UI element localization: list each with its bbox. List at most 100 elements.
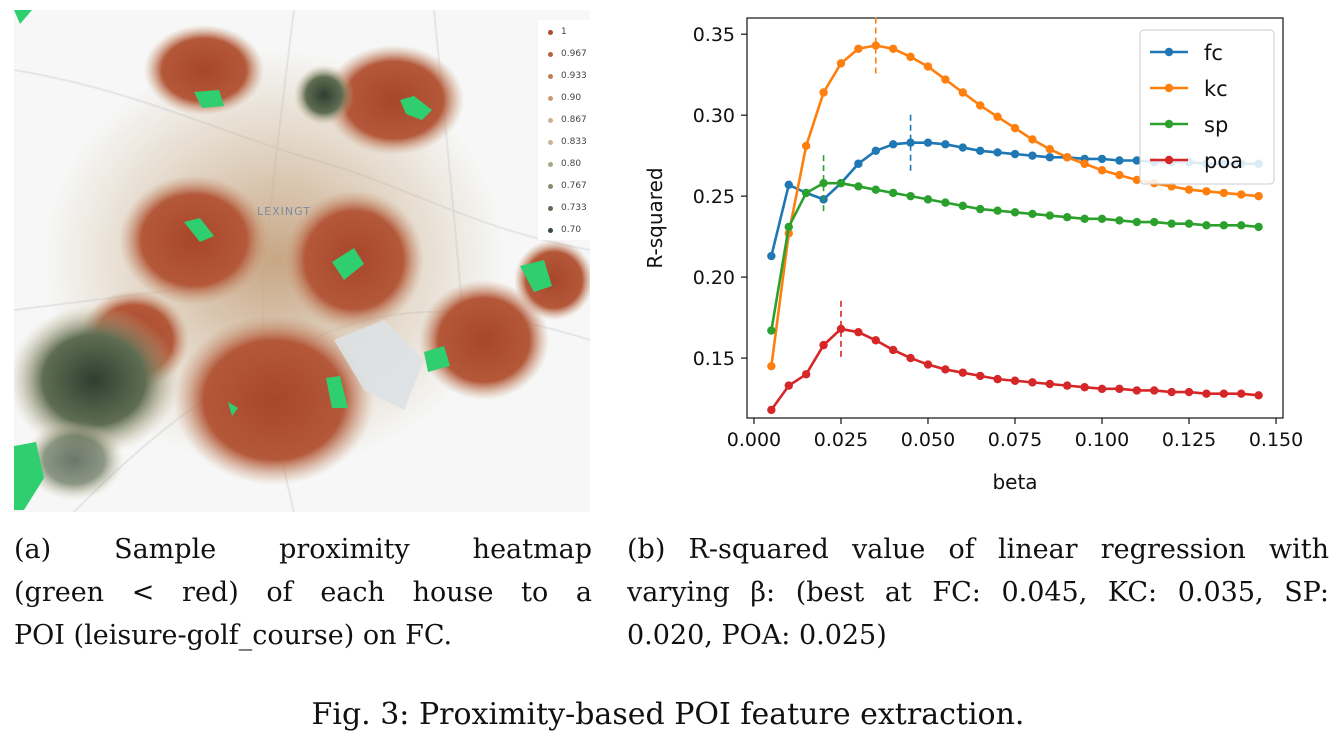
data-point-poa [1237, 389, 1246, 398]
x-tick-label: 0.100 [1075, 429, 1129, 451]
legend-label: 0.90 [561, 93, 582, 103]
series-kc [767, 17, 1263, 371]
legend-entry: 0.933 [538, 69, 587, 83]
y-tick-label: 0.20 [693, 267, 735, 289]
legend-dot-icon [548, 205, 553, 211]
series-line-sp [770, 181, 1259, 331]
data-point-kc [1097, 166, 1107, 175]
legend-label-fc: fc [1204, 41, 1223, 65]
data-point-sp [1080, 214, 1089, 224]
legend-label: 0.933 [561, 71, 587, 81]
legend-entry: 0.967 [538, 47, 587, 61]
data-point-poa [975, 371, 985, 381]
legend-marker-kc [1164, 83, 1174, 93]
legend-label: 0.967 [561, 49, 587, 59]
data-point-sp [801, 188, 811, 198]
data-point-poa [888, 345, 898, 355]
chart-axes: 0.000 0.025 0.050 0.075 0.100 0.125 0.150 0.15 0… [643, 17, 1303, 494]
data-point-kc [1132, 175, 1142, 185]
data-point-sp [941, 198, 950, 207]
urban-core [334, 320, 424, 410]
data-point-sp [1010, 208, 1020, 217]
data-point-fc [871, 146, 880, 155]
legend-entry: 1 [538, 25, 567, 39]
legend-entry: 0.767 [538, 179, 587, 193]
data-point-kc [871, 41, 880, 50]
legend-marker-fc [1164, 47, 1174, 57]
caption-b-line-2: varying β: (best at FC: 0.045, KC: 0.035… [627, 577, 1329, 608]
data-point-fc [1028, 151, 1037, 160]
data-point-poa [819, 340, 828, 350]
data-point-poa [1063, 381, 1072, 390]
data-point-fc [941, 140, 950, 149]
x-axis-label: beta [992, 470, 1037, 494]
data-point-kc [767, 361, 776, 371]
data-point-poa [1097, 384, 1107, 394]
caption-a-line-2: (green < red) of each house to a [14, 577, 592, 608]
legend-dot-icon [548, 29, 553, 35]
series-line-poa [770, 327, 1259, 411]
data-point-poa [1028, 378, 1037, 387]
x-tick-label: 0.125 [1162, 429, 1216, 451]
legend-box [1139, 29, 1275, 185]
data-point-kc [836, 59, 846, 68]
data-point-kc [1063, 153, 1072, 162]
data-point-fc [854, 159, 863, 168]
legend-label: 0.767 [561, 181, 587, 191]
data-point-kc [906, 52, 915, 62]
legend-label: 1 [561, 27, 567, 37]
data-point-kc [1115, 170, 1124, 180]
data-point-kc [801, 141, 811, 151]
legend-dot-icon [548, 161, 553, 167]
data-point-fc [1045, 153, 1055, 162]
data-point-poa [941, 365, 950, 374]
data-point-sp [1219, 221, 1229, 230]
data-point-poa [854, 327, 863, 337]
figure-caption: Fig. 3: Proximity-based POI feature extr… [311, 697, 1025, 732]
legend-dot-icon [548, 183, 553, 189]
y-tick-label: 0.30 [693, 105, 735, 127]
data-point-sp [1028, 209, 1037, 219]
r-squared-line-chart: 0.000 0.025 0.050 0.075 0.100 0.125 0.150 0.15 0… [643, 17, 1303, 494]
legend-entry: 0.80 [538, 157, 581, 171]
data-point-poa [1080, 383, 1089, 392]
data-point-kc [1028, 135, 1037, 144]
caption-b-line-1: (b) R-squared value of linear regression… [627, 534, 1329, 565]
data-point-sp [1045, 211, 1055, 220]
data-point-sp [836, 178, 846, 188]
chart-legend: fc kc sp poa [1139, 29, 1275, 185]
data-point-sp [854, 182, 863, 191]
data-point-sp [958, 201, 967, 211]
data-point-sp [923, 195, 933, 204]
poi-golf-course-polygons [14, 10, 552, 510]
heatmap-map-graphic [14, 10, 590, 512]
data-point-poa [1150, 386, 1159, 395]
legend-label: 0.70 [561, 225, 582, 235]
series-poa [767, 300, 1263, 415]
legend-dot-icon [548, 51, 553, 57]
data-point-poa [958, 368, 967, 377]
heatmap-legend: 1 0.967 0.933 0.90 0.867 0.833 0.80 0.767 0.733 0… [538, 20, 590, 240]
data-point-sp [993, 206, 1002, 215]
data-point-poa [836, 324, 846, 334]
data-point-sp [871, 185, 880, 194]
data-point-fc [1115, 156, 1124, 165]
low-proximity-clusters [14, 65, 354, 500]
data-point-fc [1097, 154, 1107, 164]
legend-dot-icon [548, 73, 553, 79]
data-point-sp [975, 204, 985, 214]
data-point-poa [1115, 384, 1124, 394]
data-point-fc [958, 143, 967, 152]
legend-label-kc: kc [1204, 77, 1228, 101]
data-point-sp [819, 178, 828, 188]
data-point-kc [1045, 144, 1055, 154]
data-point-kc [1184, 185, 1194, 194]
map-town-label: LEXINGT [257, 205, 311, 218]
legend-marker-poa [1164, 155, 1174, 165]
legend-dot-icon [548, 227, 553, 233]
data-point-sp [906, 191, 915, 201]
data-point-poa [993, 374, 1002, 384]
data-point-sp [767, 326, 776, 335]
data-point-fc [923, 138, 933, 147]
legend-entry: 0.90 [538, 91, 581, 105]
